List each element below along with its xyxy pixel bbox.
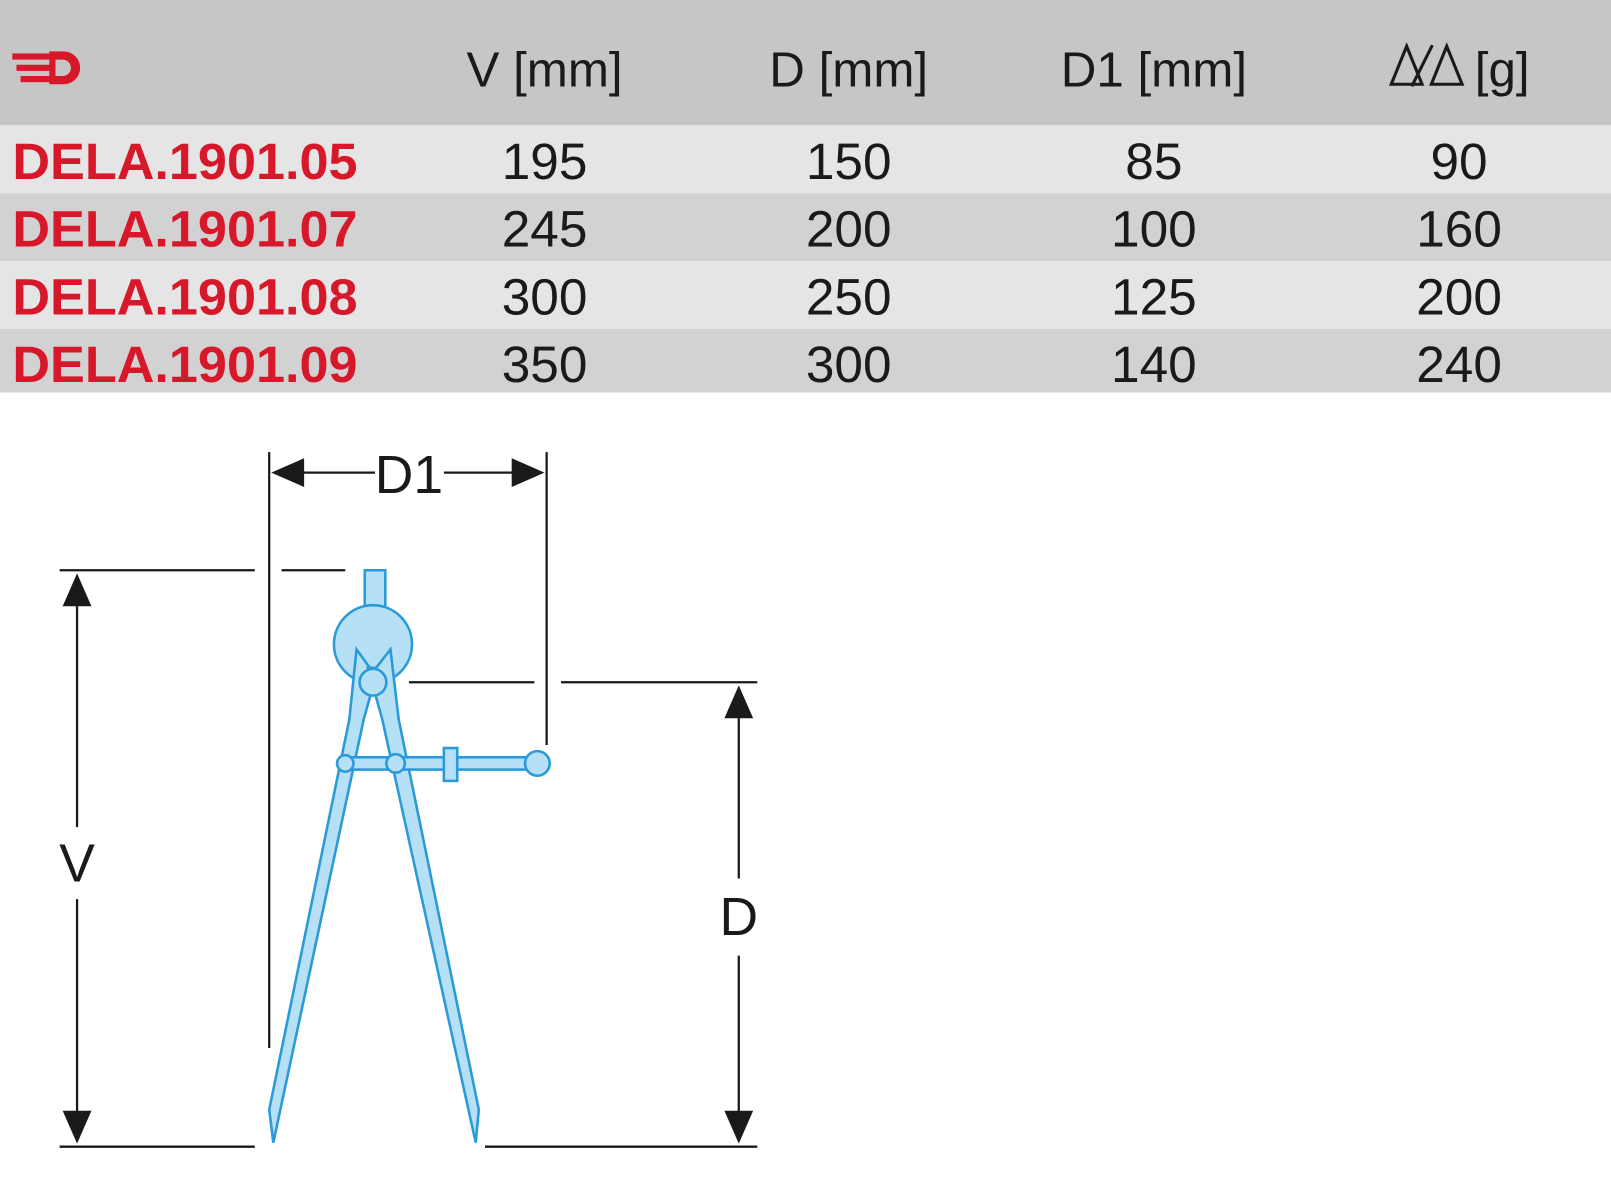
diagram: D1 V D — [59, 446, 758, 1148]
cell: 100 — [1111, 200, 1197, 258]
cell: 200 — [806, 200, 892, 258]
arrowhead — [62, 573, 92, 607]
table-row — [0, 260, 1611, 329]
cell: 195 — [502, 132, 588, 190]
content: V [mm] D [mm] D1 [mm] [g] DELA.1901.05 195 150… — [0, 0, 1611, 1148]
cell: 90 — [1430, 132, 1487, 190]
arrowhead — [724, 685, 754, 719]
product-code: DELA.1901.05 — [12, 132, 357, 190]
cell: 85 — [1125, 132, 1182, 190]
brand-icon — [12, 51, 81, 85]
product-code: DELA.1901.09 — [12, 335, 357, 393]
column-header: [g] — [1475, 42, 1530, 97]
dimension-label: D — [719, 888, 758, 947]
cell: 200 — [1416, 267, 1502, 325]
arrowhead — [271, 458, 305, 488]
compass — [267, 568, 551, 1143]
weight-icon — [1388, 42, 1465, 87]
table: V [mm] D [mm] D1 [mm] [g] DELA.1901.05 195 150… — [0, 42, 1611, 393]
column-header: D1 [mm] — [1061, 42, 1247, 97]
cell: 160 — [1416, 200, 1502, 258]
product-code: DELA.1901.08 — [12, 267, 357, 325]
cell: 140 — [1111, 335, 1197, 393]
cell: 250 — [806, 267, 892, 325]
cell: 240 — [1416, 335, 1502, 393]
product-code: DELA.1901.07 — [12, 200, 357, 258]
header-row — [0, 0, 1611, 126]
arrowhead — [724, 1110, 754, 1144]
arrowhead — [511, 458, 545, 488]
dimension-label: V — [59, 835, 95, 894]
table-row — [0, 328, 1611, 393]
table-row — [0, 125, 1611, 194]
cell: 150 — [806, 132, 892, 190]
cell: 125 — [1111, 267, 1197, 325]
dimension-label: D1 — [375, 446, 443, 505]
cell: 350 — [502, 335, 588, 393]
cell: 300 — [806, 335, 892, 393]
table-row — [0, 193, 1611, 261]
column-header: D [mm] — [769, 42, 928, 97]
cell: 245 — [502, 200, 588, 258]
cell: 300 — [502, 267, 588, 325]
arrowhead — [62, 1110, 92, 1144]
column-header: V [mm] — [466, 42, 622, 97]
